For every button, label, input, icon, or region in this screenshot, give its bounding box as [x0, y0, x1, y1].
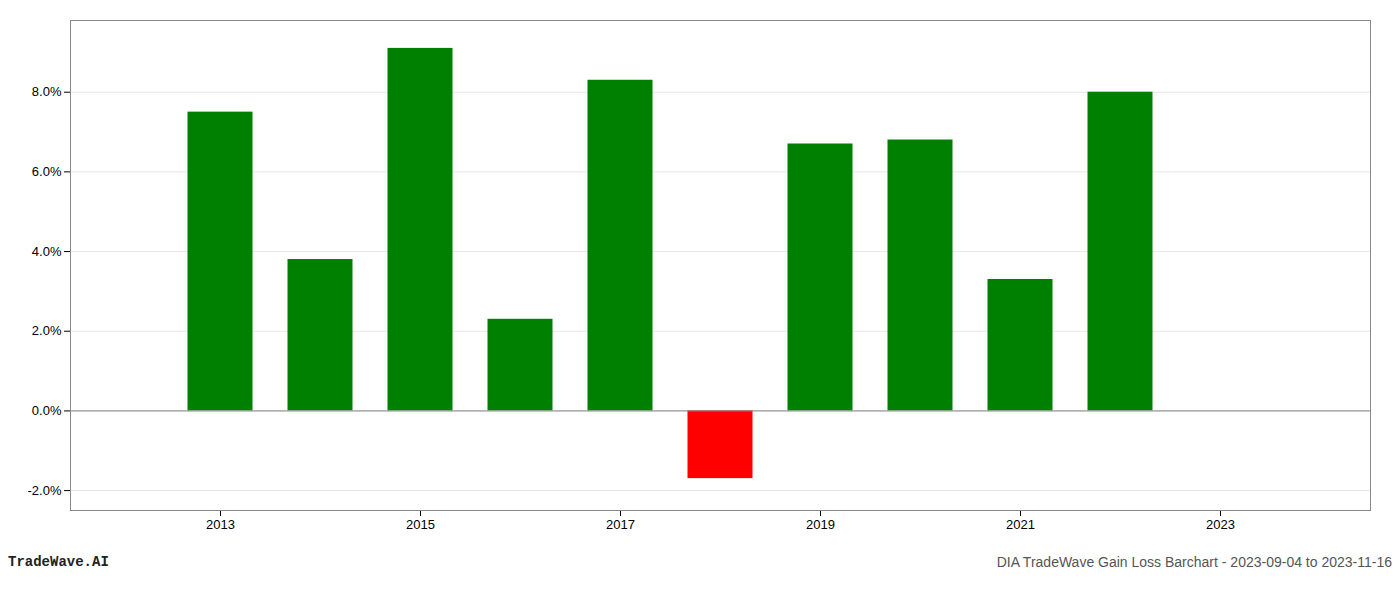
svg-text:6.0%: 6.0% [32, 164, 62, 179]
svg-text:4.0%: 4.0% [32, 244, 62, 259]
svg-text:2019: 2019 [806, 517, 835, 532]
svg-text:2015: 2015 [406, 517, 435, 532]
svg-text:8.0%: 8.0% [32, 84, 62, 99]
html-text:DIA TradeWave Gain Loss Barcha: DIA TradeWave Gain Loss Barchart - 2023-… [996, 554, 1392, 570]
svg-text:2.0%: 2.0% [32, 323, 62, 338]
svg-text:2013: 2013 [206, 517, 235, 532]
svg-text:2023: 2023 [1206, 517, 1235, 532]
svg-text:-2.0%: -2.0% [28, 483, 62, 498]
svg-text:2021: 2021 [1006, 517, 1035, 532]
html-text:TradeWave.AI: TradeWave.AI [8, 554, 109, 570]
svg-text:2017: 2017 [606, 517, 635, 532]
svg-text:0.0%: 0.0% [32, 403, 62, 418]
